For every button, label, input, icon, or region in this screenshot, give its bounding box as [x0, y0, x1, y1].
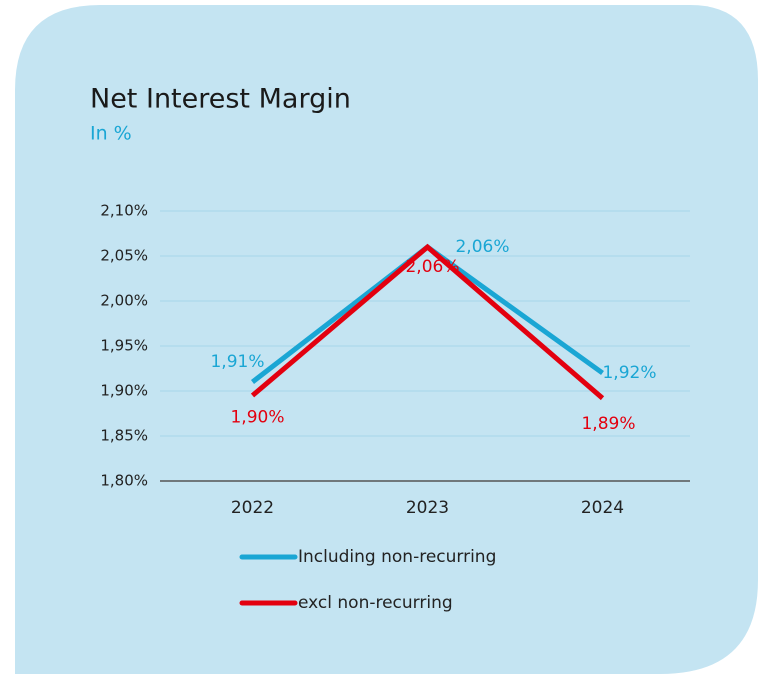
card-background — [15, 5, 758, 674]
data-label: 1,92% — [602, 363, 656, 383]
y-tick-label: 2,05% — [100, 247, 148, 265]
legend-label: Including non-recurring — [298, 547, 496, 567]
data-label: 2,06% — [455, 237, 509, 257]
y-tick-label: 1,95% — [100, 337, 148, 355]
x-tick-label: 2024 — [581, 498, 624, 518]
y-tick-label: 1,85% — [100, 427, 148, 445]
data-label: 1,90% — [230, 408, 284, 428]
x-tick-label: 2022 — [231, 498, 274, 518]
data-label: 1,91% — [210, 352, 264, 372]
data-label: 1,89% — [581, 414, 635, 434]
y-tick-label: 2,10% — [100, 202, 148, 220]
chart-subtitle: In % — [90, 123, 132, 145]
y-tick-label: 2,00% — [100, 292, 148, 310]
x-tick-label: 2023 — [406, 498, 449, 518]
series-line — [250, 243, 605, 401]
y-tick-label: 1,90% — [100, 382, 148, 400]
data-label: 2,06% — [405, 257, 459, 277]
y-tick-label: 1,80% — [100, 472, 148, 490]
legend-label: excl non-recurring — [298, 593, 453, 613]
chart-title: Net Interest Margin — [90, 84, 351, 115]
